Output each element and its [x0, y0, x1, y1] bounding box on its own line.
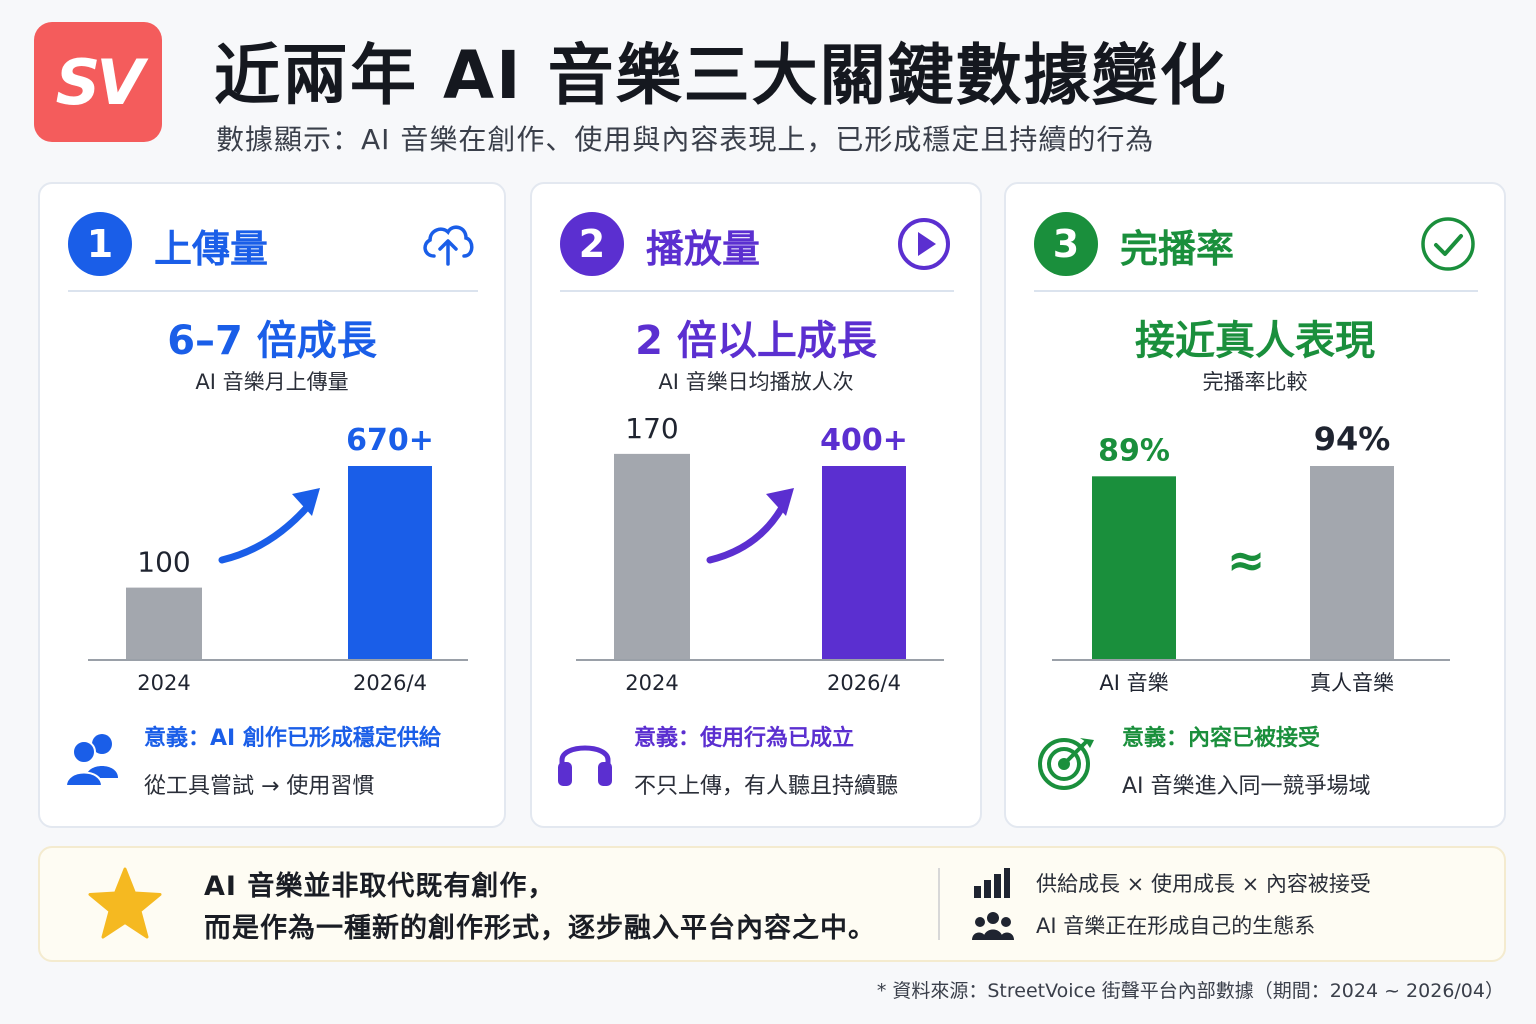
- card-completion-rate: 3 完播率 接近真人表現 完播率比較 89% AI 音樂 94% 真人音樂 ≈ 意義：內…: [1004, 182, 1506, 828]
- star-icon: [88, 867, 162, 939]
- card-title: 完播率: [1120, 227, 1235, 271]
- x-tick-label: 2024: [625, 671, 678, 695]
- data-label: 89%: [1098, 433, 1170, 468]
- card-headline: 2 倍以上成長: [635, 318, 877, 364]
- play-circle-icon: [898, 218, 950, 270]
- card-headline: 接近真人表現: [1135, 318, 1375, 364]
- step-number: 2: [560, 212, 624, 276]
- meaning-title: 意義：使用行為已成立: [634, 726, 855, 751]
- x-tick-label: 2026/4: [827, 671, 901, 695]
- upload-bar-chart: 100 2024 670+ 2026/4: [88, 423, 468, 695]
- page-title: 近兩年 AI 音樂三大關鍵數據變化: [214, 37, 1228, 114]
- data-label: 670+: [346, 423, 434, 458]
- card-headline: 6–7 倍成長: [167, 318, 377, 364]
- summary-line-2: 而是作為一種新的創作形式，逐步融入平台內容之中。: [204, 913, 876, 944]
- summary-side-line-2: AI 音樂正在形成自己的生態系: [1036, 914, 1316, 938]
- brand-logo: SV: [34, 22, 162, 142]
- meaning-description: 不只上傳，有人聽且持續聽: [634, 774, 899, 799]
- check-circle-icon: [1421, 217, 1475, 271]
- data-source-note: * 資料來源：StreetVoice 街聲平台內部數據（期間：2024 ~ 20…: [876, 980, 1504, 1002]
- page-subtitle: 數據顯示：AI 音樂在創作、使用與內容表現上，已形成穩定且持續的行為: [216, 123, 1155, 156]
- meaning-description: AI 音樂進入同一競爭場域: [1122, 774, 1371, 799]
- card-header: 1 上傳量: [68, 210, 478, 292]
- card-uploads: 1 上傳量 6–7 倍成長 AI 音樂月上傳量 100 2024 670+ 2026/…: [38, 182, 506, 828]
- summary-side-line-1: 供給成長 × 使用成長 × 內容被接受: [1036, 872, 1371, 896]
- meaning-description: 從工具嘗試 → 使用習慣: [144, 774, 375, 799]
- bar-AI 音樂: [1092, 476, 1176, 660]
- bar-2026/4: [348, 466, 432, 660]
- target-icon: [1038, 738, 1094, 790]
- x-tick-label: 真人音樂: [1310, 671, 1394, 695]
- approx-equal-icon: ≈: [1227, 533, 1266, 587]
- bar-2024: [126, 587, 202, 660]
- card-header: 2 播放量: [560, 210, 954, 292]
- plays-bar-chart: 170 2024 400+ 2026/4: [576, 412, 944, 695]
- step-number: 3: [1034, 212, 1098, 276]
- divider: [938, 868, 940, 940]
- logo-text: SV: [55, 45, 145, 119]
- bar-2024: [614, 453, 690, 660]
- summary-line-1: AI 音樂並非取代既有創作，: [204, 871, 556, 902]
- data-label: 94%: [1314, 420, 1391, 458]
- data-label: 170: [625, 412, 678, 445]
- card-title: 播放量: [646, 227, 761, 271]
- cloud-upload-icon: [423, 225, 474, 266]
- step-number: 1: [68, 212, 132, 276]
- completion-bar-chart: 89% AI 音樂 94% 真人音樂 ≈: [1052, 420, 1450, 695]
- bar-真人音樂: [1310, 466, 1394, 660]
- x-tick-label: AI 音樂: [1099, 671, 1168, 695]
- growth-arrow-icon: [218, 488, 320, 564]
- chart-subtitle: AI 音樂日均播放人次: [658, 370, 854, 394]
- card-plays: 2 播放量 2 倍以上成長 AI 音樂日均播放人次 170 2024 400+ 202…: [530, 182, 982, 828]
- community-icon: [972, 912, 1014, 940]
- meaning-title: 意義：AI 創作已形成穩定供給: [144, 726, 441, 751]
- x-tick-label: 2026/4: [353, 671, 427, 695]
- headphones-icon: [558, 745, 612, 786]
- chart-subtitle: AI 音樂月上傳量: [195, 370, 349, 394]
- meaning-title: 意義：內容已被接受: [1122, 726, 1321, 751]
- data-label: 400+: [820, 423, 908, 458]
- card-header: 3 完播率: [1034, 210, 1478, 292]
- x-tick-label: 2024: [137, 671, 190, 695]
- data-label: 100: [137, 546, 190, 579]
- bar-chart-icon: [974, 868, 1010, 898]
- summary-banner: AI 音樂並非取代既有創作， 而是作為一種新的創作形式，逐步融入平台內容之中。 …: [38, 846, 1506, 962]
- card-title: 上傳量: [154, 227, 269, 271]
- users-icon: [64, 734, 118, 787]
- chart-subtitle: 完播率比較: [1202, 370, 1308, 394]
- growth-arrow-icon: [706, 488, 794, 564]
- bar-2026/4: [822, 466, 906, 660]
